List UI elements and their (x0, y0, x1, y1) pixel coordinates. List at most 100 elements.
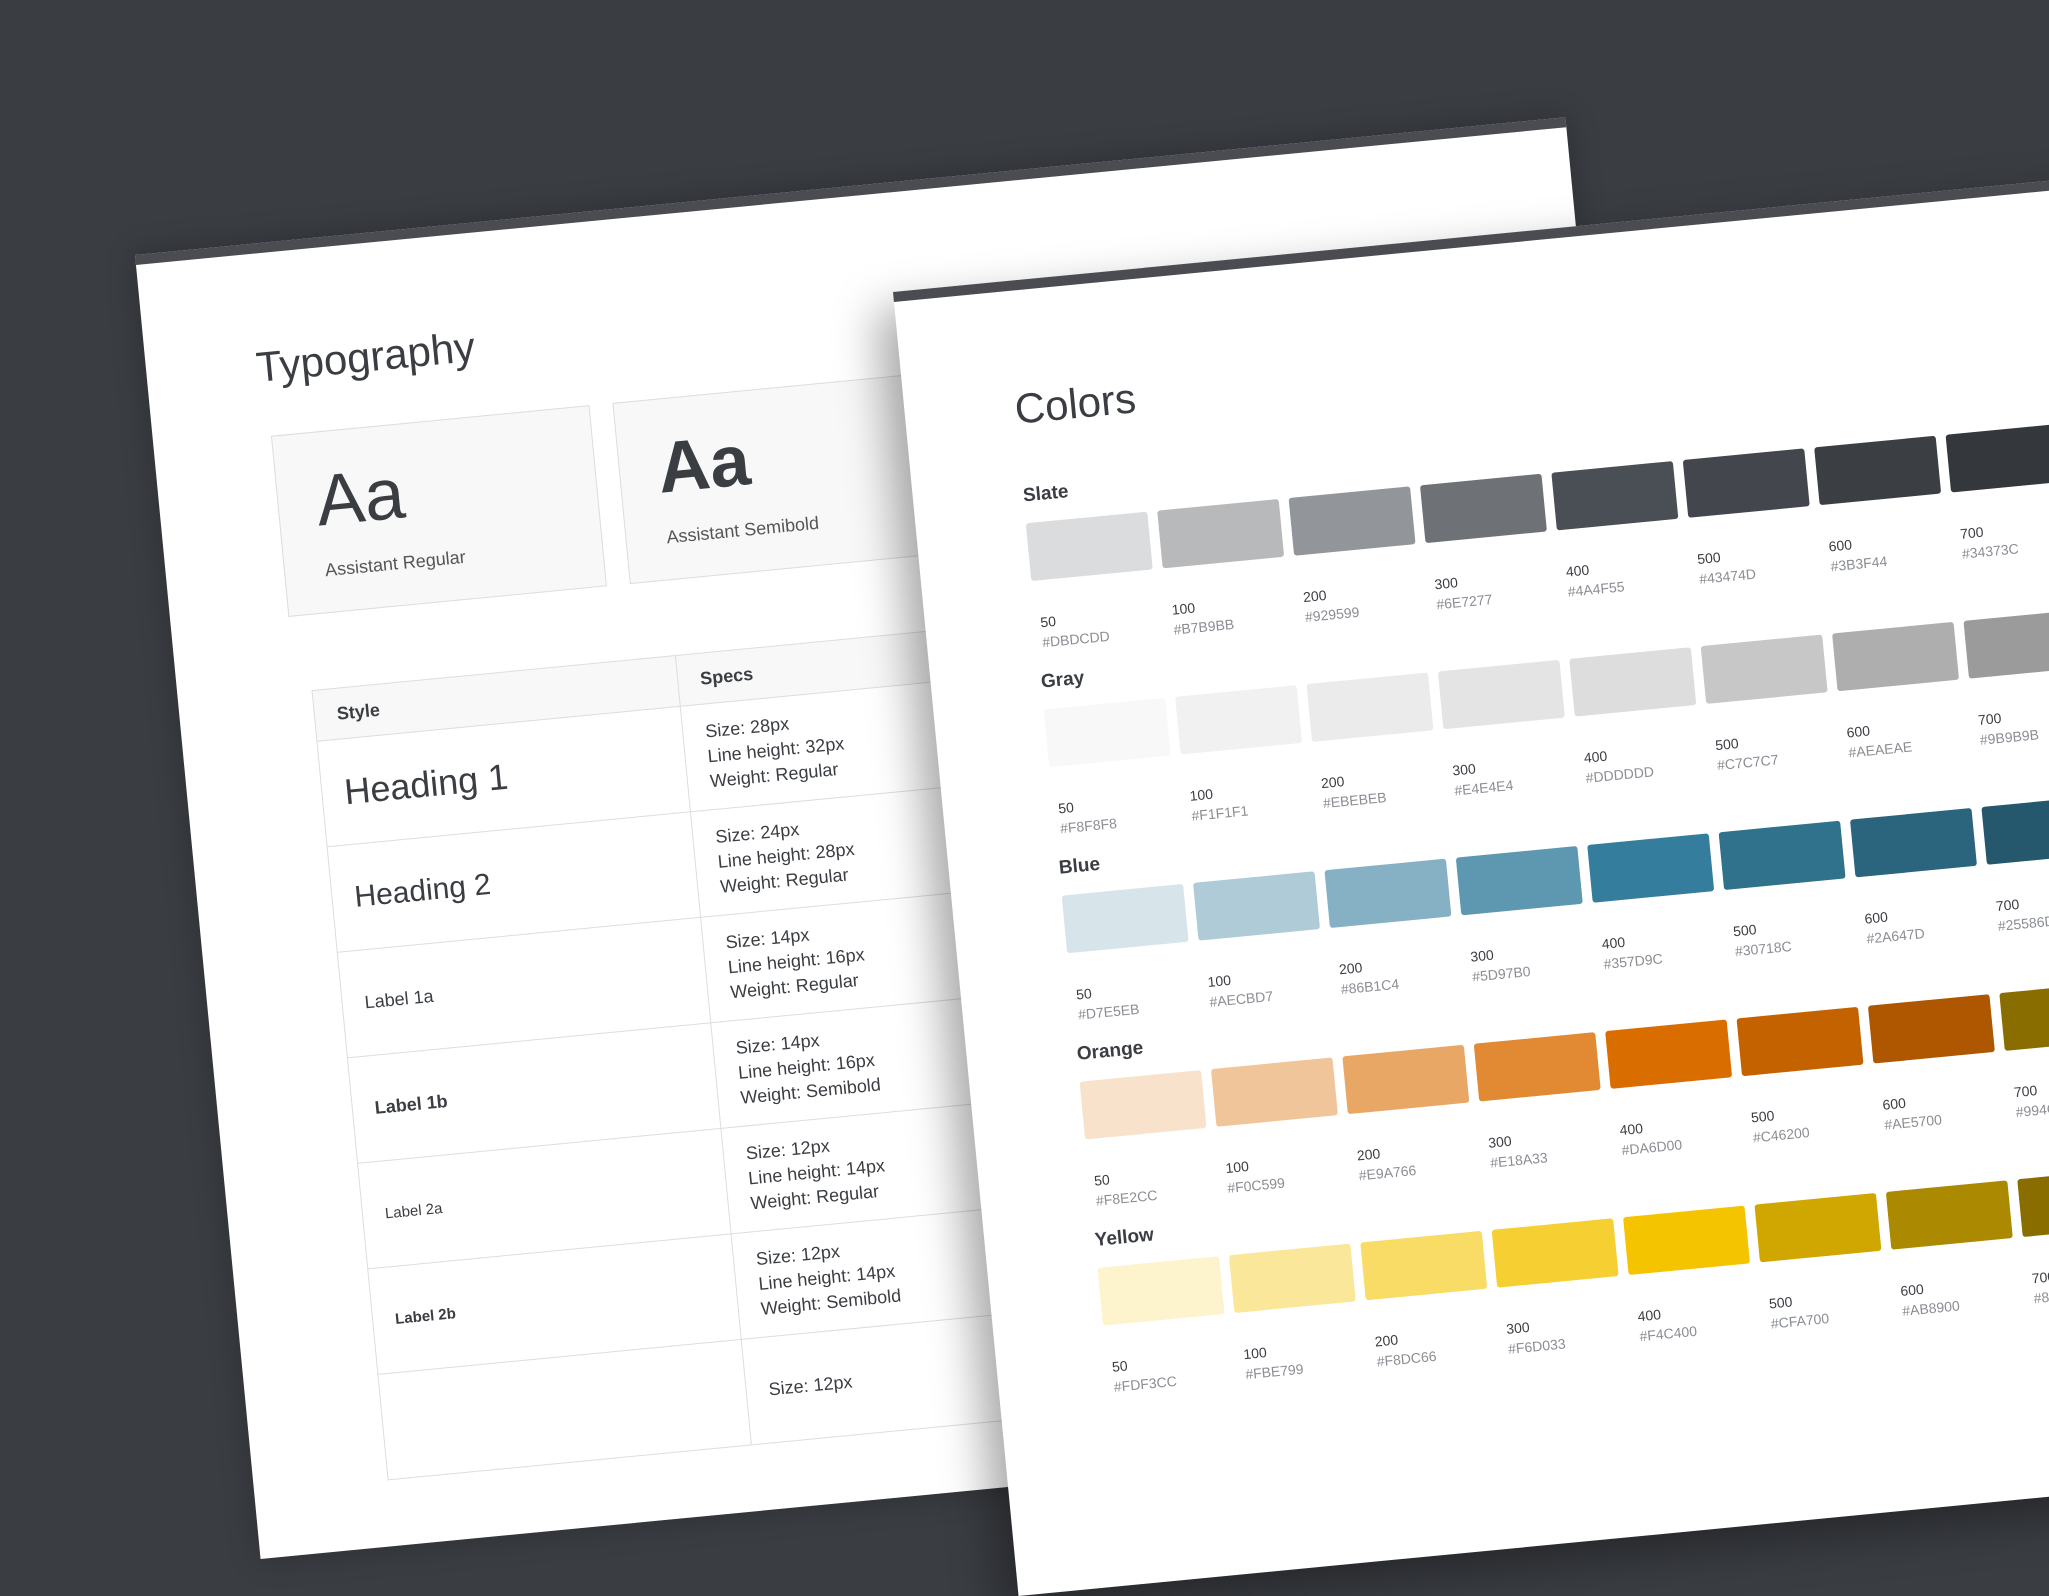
color-swatch: 200 #929599 (1288, 486, 1423, 625)
style-name: Label 1b (373, 1090, 449, 1118)
color-swatch: 500 #30718C (1718, 820, 1853, 960)
swatch-color-chip (1210, 1057, 1338, 1127)
palette-name: Blue (1057, 853, 1101, 879)
color-swatch: 50 #F8F8F8 (1043, 697, 1178, 837)
palette-yellow: Yellow 50 #FDF3CC 100 #FBE799 200 #F8DC66 300 #F… (1094, 1167, 2049, 1395)
color-swatch: 100 #B7B9BB (1157, 498, 1291, 638)
color-swatch: 700 #994C0 (1999, 981, 2049, 1121)
swatch-color-chip (1043, 697, 1171, 768)
swatch-step: 700 (1977, 709, 2003, 728)
swatch-color-chip (1473, 1032, 1601, 1102)
color-swatch: 500 #43474D (1682, 448, 1817, 587)
color-swatch: 500 #CFA700 (1754, 1192, 1888, 1332)
swatch-color-chip (1360, 1230, 1488, 1301)
palette-name: Gray (1040, 667, 1086, 693)
color-swatch: 50 #FDF3CC (1097, 1256, 1231, 1395)
color-swatch: 700 #34373C (1945, 423, 2049, 562)
swatch-row: 50 #F8F8F8 100 #F1F1F1 200 #EBEBEB 300 #E4E4E4 4… (1043, 609, 2049, 837)
color-swatch: 400 #4A4F55 (1551, 461, 1685, 600)
colors-title: Colors (1012, 374, 1138, 433)
color-swatch: 500 #C46200 (1736, 1006, 1871, 1146)
color-swatch: 700 #866 (2017, 1167, 2049, 1307)
swatch-color-chip (1963, 609, 2049, 679)
font-sample: Aa (312, 453, 408, 542)
swatch-color-chip (1061, 883, 1189, 954)
color-swatch: 700 #9B9B9B (1963, 609, 2049, 748)
swatch-color-chip (1885, 1180, 2013, 1250)
color-swatch: 400 #DA6D00 (1605, 1019, 1739, 1158)
swatch-color-chip (1437, 659, 1565, 730)
swatch-color-chip (1491, 1218, 1619, 1288)
swatch-color-chip (1867, 994, 1995, 1064)
color-swatch: 100 #FBE799 (1228, 1243, 1363, 1383)
color-swatch: 600 #2A647D (1849, 808, 1984, 947)
swatch-color-chip (1849, 808, 1977, 878)
swatch-color-chip (1288, 486, 1416, 556)
color-swatch: 300 #6E7277 (1419, 473, 1554, 613)
style-name: Label 2a (384, 1199, 444, 1222)
swatch-step: 700 (2013, 1082, 2038, 1101)
swatch-color-chip (1306, 672, 1434, 742)
swatch-color-chip (1419, 473, 1547, 544)
color-swatch: 200 #E9A766 (1342, 1044, 1476, 1184)
swatch-color-chip (1569, 647, 1697, 717)
swatch-color-chip (1551, 461, 1679, 531)
swatch-color-chip (1981, 795, 2049, 865)
swatch-row: 50 #F8E2CC 100 #F0C599 200 #E9A766 300 #E18A33 4… (1079, 981, 2049, 1210)
swatch-color-chip (1097, 1256, 1225, 1326)
swatch-color-chip (1324, 858, 1452, 929)
style-name: Label 1a (363, 985, 435, 1013)
color-swatch: 100 #AECBD7 (1193, 871, 1327, 1010)
color-swatch: 600 #AEAEAE (1832, 621, 1966, 761)
swatch-color-chip (1999, 981, 2049, 1051)
palette-blue: Blue 50 #D7E5EB 100 #AECBD7 200 #86B1C4 300 #5D9… (1058, 795, 2049, 1023)
color-swatch: 400 #357D9C (1587, 833, 1721, 972)
color-swatch: 300 #F6D033 (1491, 1218, 1626, 1357)
swatch-color-chip (1455, 845, 1583, 916)
swatch-color-chip (1193, 871, 1321, 941)
swatch-color-chip (1587, 833, 1715, 903)
color-swatch: 600 #AB8900 (1885, 1180, 2020, 1319)
swatch-color-chip (1832, 621, 1960, 692)
color-swatch: 100 #F1F1F1 (1175, 685, 1309, 824)
typography-title: Typography (254, 322, 478, 391)
swatch-step: 700 (2031, 1268, 2049, 1287)
color-swatch: 100 #F0C599 (1210, 1057, 1345, 1196)
color-swatch: 600 #AE5700 (1867, 994, 2002, 1133)
swatch-color-chip (1718, 820, 1846, 891)
color-swatch: 50 #F8E2CC (1079, 1070, 1214, 1209)
style-name: Heading 1 (342, 755, 510, 812)
swatch-color-chip (1025, 511, 1153, 582)
swatch-color-chip (1228, 1243, 1356, 1313)
swatch-color-chip (1682, 448, 1810, 518)
swatch-color-chip (1605, 1019, 1733, 1089)
swatch-color-chip (1079, 1070, 1207, 1140)
swatch-color-chip (1754, 1192, 1882, 1263)
color-swatch: 200 #EBEBEB (1306, 672, 1440, 811)
color-swatch: 400 #DDDDDD (1569, 647, 1703, 786)
color-swatch: 200 #F8DC66 (1360, 1230, 1494, 1370)
swatch-color-chip (1736, 1006, 1864, 1077)
color-swatch: 300 #5D97B0 (1455, 845, 1590, 985)
swatch-row: 50 #DBDCDD 100 #B7B9BB 200 #929599 300 #6E7277 4… (1025, 423, 2049, 651)
swatch-color-chip (1623, 1205, 1751, 1276)
swatch-step: 700 (1995, 895, 2020, 915)
style-name: Label 2b (394, 1304, 457, 1328)
font-sample: Aa (654, 420, 754, 509)
palette-slate: Slate 50 #DBDCDD 100 #B7B9BB 200 #929599 300 #6E… (1022, 423, 2049, 650)
color-swatch: 50 #D7E5EB (1061, 883, 1196, 1023)
colors-sheet: Colors Slate 50 #DBDCDD 100 #B7B9BB 200 #92959… (893, 148, 2049, 1596)
palette-gray: Gray 50 #F8F8F8 100 #F1F1F1 200 #EBEBEB 300 #E4E… (1040, 609, 2049, 836)
color-swatch: 300 #E4E4E4 (1437, 659, 1572, 799)
palette-name: Yellow (1093, 1224, 1155, 1251)
color-swatch: 200 #86B1C4 (1324, 858, 1458, 998)
swatch-color-chip (1700, 634, 1828, 704)
font-name: Assistant Regular (324, 546, 467, 581)
palette-orange: Orange 50 #F8E2CC 100 #F0C599 200 #E9A766 300 #E… (1076, 981, 2049, 1209)
swatch-color-chip (1814, 435, 1942, 506)
swatch-row: 50 #D7E5EB 100 #AECBD7 200 #86B1C4 300 #5D97B0 4… (1061, 795, 2049, 1023)
swatch-color-chip (1157, 498, 1285, 569)
swatch-color-chip (1945, 423, 2049, 493)
color-swatch: 400 #F4C400 (1623, 1205, 1757, 1345)
swatch-color-chip (1175, 685, 1303, 755)
